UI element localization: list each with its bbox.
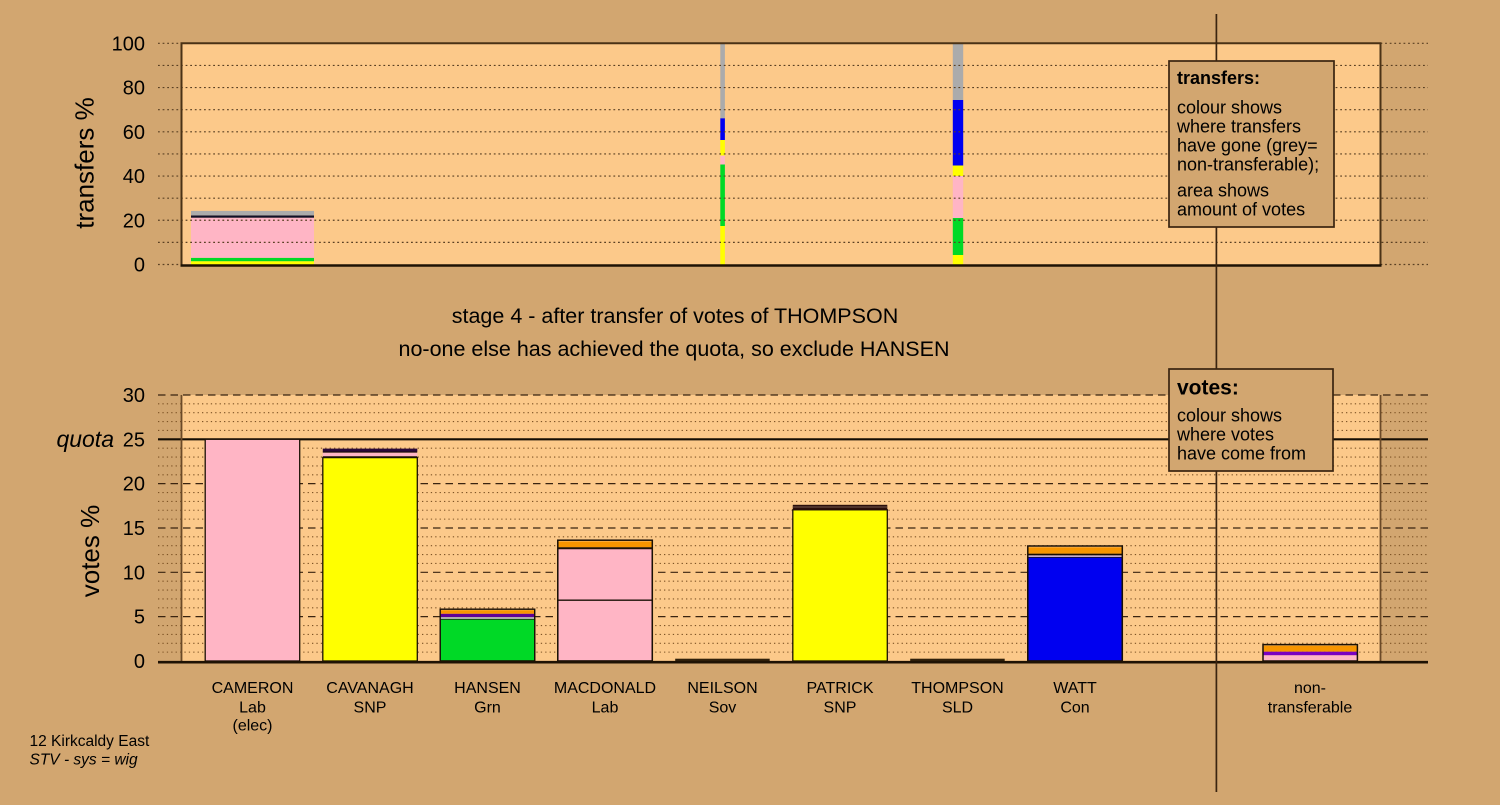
svg-text:12 Kirkcaldy East: 12 Kirkcaldy East xyxy=(30,733,150,750)
svg-text:20: 20 xyxy=(123,474,145,496)
svg-text:non-transferable);: non-transferable); xyxy=(1177,154,1319,174)
svg-text:10: 10 xyxy=(123,562,145,584)
svg-text:NEILSON: NEILSON xyxy=(687,680,757,697)
svg-text:transferable: transferable xyxy=(1268,699,1353,716)
svg-text:area shows: area shows xyxy=(1177,180,1269,200)
svg-text:colour shows: colour shows xyxy=(1177,97,1282,117)
svg-text:Lab: Lab xyxy=(239,699,266,716)
svg-text:Con: Con xyxy=(1060,699,1089,716)
svg-text:non-: non- xyxy=(1294,680,1326,697)
svg-text:quota: quota xyxy=(56,426,114,452)
svg-text:CAMERON: CAMERON xyxy=(212,680,294,697)
svg-text:MACDONALD: MACDONALD xyxy=(554,680,656,697)
svg-text:transfers %: transfers % xyxy=(70,97,100,229)
svg-text:PATRICK: PATRICK xyxy=(807,680,874,697)
svg-text:Lab: Lab xyxy=(592,699,619,716)
svg-text:transfers:: transfers: xyxy=(1177,68,1260,88)
svg-text:SNP: SNP xyxy=(824,699,857,716)
svg-text:Sov: Sov xyxy=(709,699,737,716)
svg-text:25: 25 xyxy=(123,429,145,451)
svg-text:votes %: votes % xyxy=(75,505,105,598)
svg-text:colour shows: colour shows xyxy=(1177,405,1282,425)
svg-text:WATT: WATT xyxy=(1053,680,1097,697)
svg-text:stage 4 - after transfer of vo: stage 4 - after transfer of votes of THO… xyxy=(452,304,899,328)
svg-text:Grn: Grn xyxy=(474,699,501,716)
svg-text:no-one else has achieved the q: no-one else has achieved the quota, so e… xyxy=(399,337,950,361)
svg-text:0: 0 xyxy=(134,651,145,673)
svg-text:30: 30 xyxy=(123,385,145,407)
svg-text:0: 0 xyxy=(134,255,145,277)
svg-text:20: 20 xyxy=(123,210,145,232)
svg-text:40: 40 xyxy=(123,166,145,188)
svg-text:80: 80 xyxy=(123,78,145,100)
svg-text:CAVANAGH: CAVANAGH xyxy=(326,680,413,697)
svg-text:THOMPSON: THOMPSON xyxy=(911,680,1003,697)
svg-text:5: 5 xyxy=(134,607,145,629)
svg-text:votes:: votes: xyxy=(1177,376,1239,399)
svg-text:STV - sys = wig: STV - sys = wig xyxy=(30,752,138,769)
svg-text:HANSEN: HANSEN xyxy=(454,680,521,697)
svg-text:where transfers: where transfers xyxy=(1176,116,1301,136)
svg-text:SNP: SNP xyxy=(354,699,387,716)
svg-text:SLD: SLD xyxy=(942,699,973,716)
svg-text:100: 100 xyxy=(112,33,145,55)
svg-text:(elec): (elec) xyxy=(232,717,272,734)
svg-text:have come from: have come from xyxy=(1177,443,1306,463)
svg-text:60: 60 xyxy=(123,122,145,144)
svg-text:15: 15 xyxy=(123,518,145,540)
svg-text:amount of votes: amount of votes xyxy=(1177,199,1305,219)
svg-text:have gone (grey=: have gone (grey= xyxy=(1177,135,1318,155)
svg-text:where votes: where votes xyxy=(1176,424,1274,444)
